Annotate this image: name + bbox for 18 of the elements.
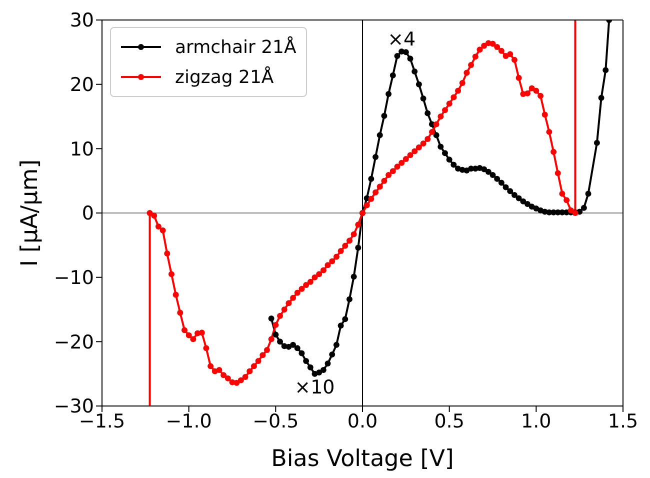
x-tick-label: 0.5 bbox=[434, 410, 464, 432]
annotation: ×10 bbox=[294, 376, 335, 398]
y-axis-title: I [μA/μm] bbox=[17, 159, 43, 267]
x-tick-label: 0.0 bbox=[347, 410, 378, 432]
x-tick-label: 1.0 bbox=[521, 410, 552, 432]
y-tick-label: 30 bbox=[70, 10, 94, 32]
x-tick-label: 1.5 bbox=[608, 410, 638, 432]
x-axis-title: Bias Voltage [V] bbox=[271, 446, 454, 472]
legend-label: zigzag 21Å bbox=[175, 66, 274, 88]
x-tick-label: −1.0 bbox=[166, 410, 212, 432]
y-tick-label: −20 bbox=[54, 331, 94, 354]
y-tick-label: 20 bbox=[70, 74, 94, 96]
y-tick-label: 0 bbox=[82, 202, 94, 225]
legend-label: armchair 21Å bbox=[175, 36, 296, 58]
x-tick-label: −0.5 bbox=[252, 410, 299, 432]
annotation: ×4 bbox=[388, 28, 416, 51]
y-tick-label: 10 bbox=[70, 138, 94, 160]
y-tick-label: −10 bbox=[54, 267, 94, 290]
